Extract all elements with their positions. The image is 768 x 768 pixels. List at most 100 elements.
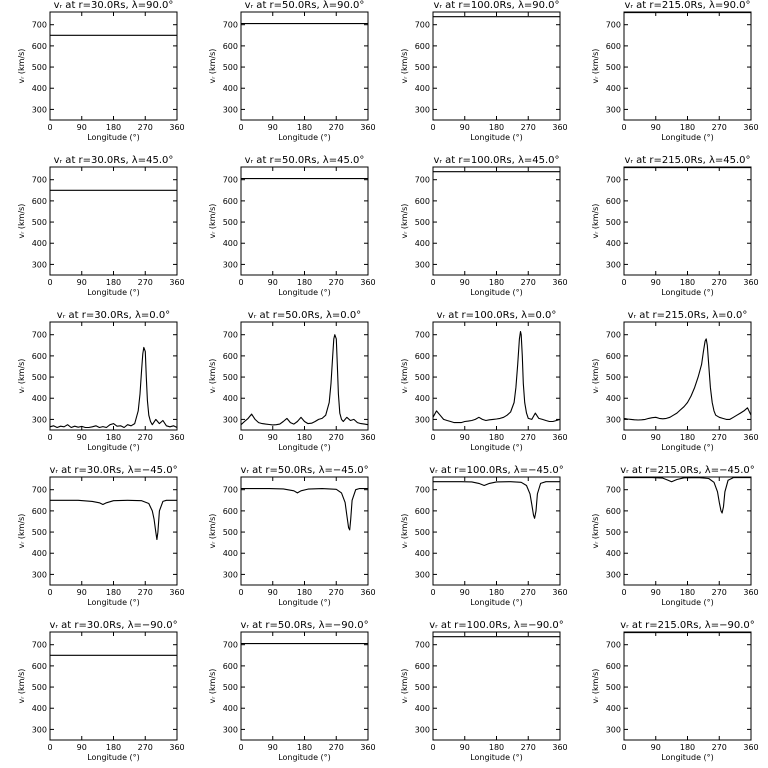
x-tick-label: 90 <box>651 743 661 752</box>
x-tick-label: 180 <box>297 588 312 597</box>
y-tick-label: 300 <box>606 260 621 269</box>
plot-frame <box>623 631 752 741</box>
x-tick-label: 270 <box>329 123 344 132</box>
y-tick-label: 600 <box>223 197 238 206</box>
x-tick-label: 0 <box>47 278 52 287</box>
y-tick-label: 500 <box>32 528 47 537</box>
plot-title: vᵣ at r=100.0Rs, λ=45.0° <box>433 155 559 166</box>
x-tick-label: 0 <box>238 588 243 597</box>
y-tick-label: 700 <box>606 486 621 495</box>
x-tick-label: 270 <box>138 743 153 752</box>
x-tick-label: 90 <box>268 588 278 597</box>
y-axis-label: vᵣ (km/s) <box>17 669 26 704</box>
plot-frame <box>432 476 561 586</box>
subplot: vᵣ at r=215.0Rs, λ=90.0° 0 90 180 270 360 300 4… <box>591 0 759 142</box>
subplot: vᵣ at r=50.0Rs, λ=90.0° 0 90 180 270 360 300 40… <box>208 0 376 142</box>
x-axis-label: Longitude (°) <box>278 598 331 607</box>
y-tick-label: 400 <box>223 394 238 403</box>
plot-title: vᵣ at r=215.0Rs, λ=90.0° <box>624 0 750 11</box>
plot-title: vᵣ at r=30.0Rs, λ=90.0° <box>54 0 174 11</box>
plot-frame <box>240 631 369 741</box>
series-line <box>49 346 178 429</box>
y-tick-label: 400 <box>415 239 430 248</box>
x-tick-label: 0 <box>621 278 626 287</box>
subplot: vᵣ at r=30.0Rs, λ=−90.0° 0 90 180 270 360 300 4… <box>17 620 185 762</box>
subplot: vᵣ at r=30.0Rs, λ=45.0° 0 90 180 270 360 300 40… <box>17 155 185 297</box>
y-axis-label: vᵣ (km/s) <box>208 359 217 394</box>
y-tick-label: 300 <box>606 415 621 424</box>
x-tick-label: 270 <box>712 278 727 287</box>
subplot: vᵣ at r=215.0Rs, λ=−45.0° 0 90 180 270 360 300… <box>591 465 759 607</box>
y-tick-label: 300 <box>606 105 621 114</box>
subplot: vᵣ at r=30.0Rs, λ=−45.0° 0 90 180 270 360 300 4… <box>17 465 185 607</box>
x-tick-label: 0 <box>47 743 52 752</box>
y-tick-label: 400 <box>223 704 238 713</box>
x-tick-label: 0 <box>621 743 626 752</box>
x-tick-label: 180 <box>489 743 504 752</box>
y-tick-label: 700 <box>606 176 621 185</box>
x-tick-label: 90 <box>77 433 87 442</box>
plot-frame <box>240 166 369 276</box>
plot-title: vᵣ at r=100.0Rs, λ=90.0° <box>433 0 559 11</box>
y-tick-label: 500 <box>606 373 621 382</box>
y-axis-label: vᵣ (km/s) <box>591 204 600 239</box>
x-tick-label: 90 <box>460 278 470 287</box>
x-tick-label: 270 <box>521 588 536 597</box>
subplot: vᵣ at r=50.0Rs, λ=45.0° 0 90 180 270 360 300 40… <box>208 155 376 297</box>
x-tick-label: 90 <box>77 278 87 287</box>
y-tick-label: 300 <box>415 260 430 269</box>
x-tick-label: 180 <box>489 123 504 132</box>
subplot: vᵣ at r=30.0Rs, λ=0.0° 0 90 180 270 360 300 400… <box>17 310 185 452</box>
subplot: vᵣ at r=100.0Rs, λ=90.0° 0 90 180 270 360 300 4… <box>400 0 568 142</box>
y-tick-label: 600 <box>415 352 430 361</box>
y-tick-label: 700 <box>223 331 238 340</box>
x-tick-label: 90 <box>460 123 470 132</box>
y-axis-label: vᵣ (km/s) <box>208 204 217 239</box>
x-tick-label: 180 <box>680 743 695 752</box>
plot-frame <box>49 166 178 276</box>
y-tick-label: 500 <box>606 218 621 227</box>
plot-title: vᵣ at r=30.0Rs, λ=0.0° <box>57 310 170 321</box>
x-axis-label: Longitude (°) <box>278 753 331 762</box>
subplot: vᵣ at r=50.0Rs, λ=−90.0° 0 90 180 270 360 300 4… <box>208 620 376 762</box>
y-tick-label: 600 <box>606 352 621 361</box>
plot-frame <box>240 476 369 586</box>
x-axis-label: Longitude (°) <box>470 288 523 297</box>
x-axis-label: Longitude (°) <box>661 288 714 297</box>
series-line <box>433 481 560 519</box>
x-tick-label: 360 <box>360 743 375 752</box>
x-tick-label: 180 <box>106 433 121 442</box>
x-tick-label: 90 <box>651 123 661 132</box>
x-tick-label: 360 <box>169 743 184 752</box>
x-tick-label: 0 <box>621 588 626 597</box>
plot-title: vᵣ at r=30.0Rs, λ=45.0° <box>54 155 174 166</box>
y-tick-label: 700 <box>415 331 430 340</box>
x-tick-label: 180 <box>106 123 121 132</box>
y-tick-label: 400 <box>606 239 621 248</box>
y-tick-label: 500 <box>415 528 430 537</box>
x-tick-label: 180 <box>297 743 312 752</box>
x-tick-label: 0 <box>47 588 52 597</box>
y-tick-label: 600 <box>32 662 47 671</box>
x-axis-label: Longitude (°) <box>278 133 331 142</box>
subplot: vᵣ at r=50.0Rs, λ=−45.0° 0 90 180 270 360 300 4… <box>208 465 376 607</box>
x-tick-label: 90 <box>77 588 87 597</box>
x-axis-label: Longitude (°) <box>87 288 140 297</box>
y-tick-label: 300 <box>606 725 621 734</box>
x-axis-label: Longitude (°) <box>87 133 140 142</box>
plot-frame <box>432 631 561 741</box>
plot-frame <box>432 11 561 121</box>
x-tick-label: 0 <box>430 123 435 132</box>
y-tick-label: 600 <box>32 42 47 51</box>
y-tick-label: 400 <box>606 549 621 558</box>
x-tick-label: 360 <box>552 123 567 132</box>
plot-title: vᵣ at r=215.0Rs, λ=45.0° <box>624 155 750 166</box>
y-tick-label: 400 <box>32 549 47 558</box>
y-tick-label: 500 <box>415 683 430 692</box>
plot-title: vᵣ at r=215.0Rs, λ=−90.0° <box>620 620 755 631</box>
x-tick-label: 180 <box>680 433 695 442</box>
y-tick-label: 300 <box>415 570 430 579</box>
subplot: vᵣ at r=30.0Rs, λ=90.0° 0 90 180 270 360 300 40… <box>17 0 185 142</box>
plot-title: vᵣ at r=30.0Rs, λ=−90.0° <box>49 620 177 631</box>
y-tick-label: 700 <box>415 21 430 30</box>
